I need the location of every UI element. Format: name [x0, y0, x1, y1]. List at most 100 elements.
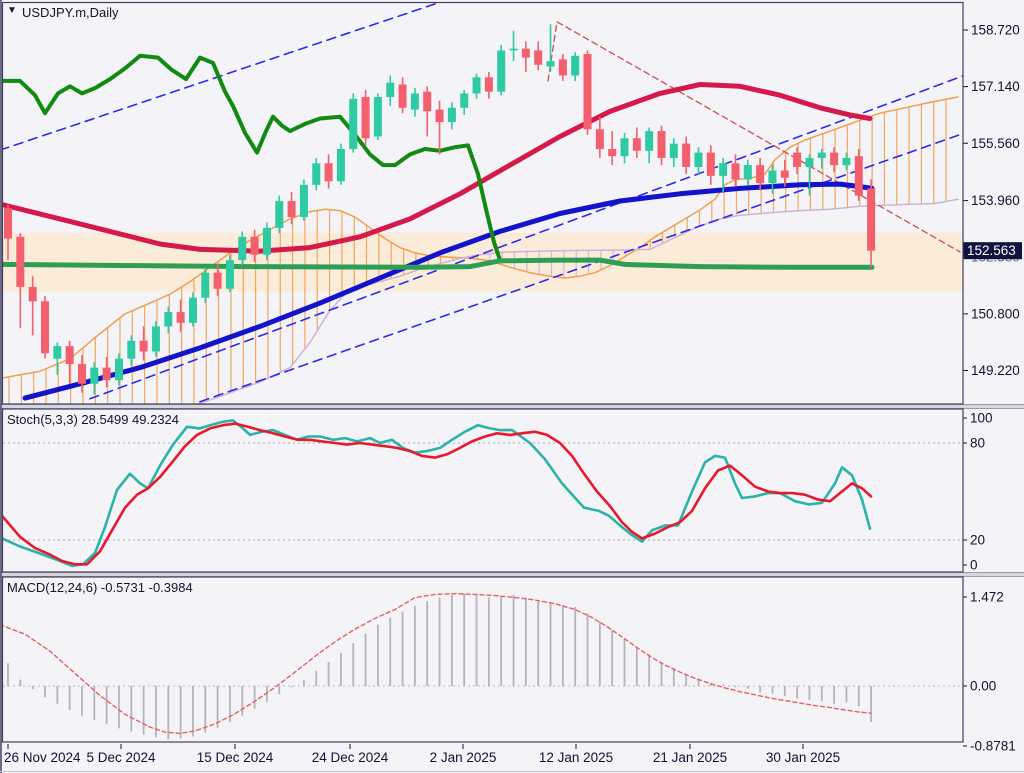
- candle: [571, 55, 580, 76]
- candle: [102, 367, 111, 381]
- candle: [225, 260, 234, 289]
- candles: [4, 24, 876, 395]
- candle: [262, 227, 271, 255]
- candle: [201, 272, 210, 298]
- current-price-tag: [963, 242, 1022, 260]
- candle: [77, 364, 86, 384]
- panel-frame: [1, 1, 964, 405]
- candle: [719, 163, 728, 176]
- candle: [632, 138, 641, 151]
- candle: [127, 340, 136, 359]
- date-axis-label: 2 Jan 2025: [430, 750, 497, 765]
- panel-frame: [1, 576, 964, 743]
- candle: [213, 272, 222, 289]
- candle: [830, 152, 839, 166]
- candle: [164, 312, 173, 327]
- macd-panel: [3, 593, 963, 740]
- candle: [238, 236, 247, 261]
- macd-axis-label: 1.472: [970, 590, 1004, 605]
- candle: [275, 200, 284, 228]
- price-axis-label: 150.800: [971, 306, 1020, 321]
- chart-dropdown-icon[interactable]: ▼: [7, 5, 17, 16]
- stoch-panel: [3, 419, 963, 568]
- candle: [595, 129, 604, 149]
- candle: [608, 148, 617, 157]
- candle: [460, 93, 469, 108]
- candle: [53, 346, 62, 359]
- date-axis-label: 21 Jan 2025: [653, 750, 727, 765]
- candle: [497, 50, 506, 92]
- candle: [521, 48, 530, 58]
- date-axis-label: 12 Jan 2025: [539, 750, 613, 765]
- candle: [645, 131, 654, 151]
- candle: [65, 346, 74, 365]
- candle: [743, 165, 752, 180]
- candle: [90, 367, 99, 384]
- candle: [423, 91, 432, 112]
- candle: [768, 170, 777, 184]
- candle: [299, 184, 308, 218]
- panel-separator-sep1[interactable]: [0, 404, 1024, 409]
- candle: [410, 93, 419, 110]
- candle: [583, 54, 592, 130]
- stoch-axis-label: 0: [970, 558, 978, 573]
- candle: [139, 340, 148, 352]
- candle: [250, 236, 259, 255]
- price-axis-label: 155.560: [971, 136, 1020, 151]
- candle: [780, 170, 789, 178]
- candle: [386, 82, 395, 98]
- candle: [546, 61, 555, 67]
- candle: [534, 50, 543, 65]
- candle: [324, 163, 333, 182]
- candle: [694, 152, 703, 167]
- candle: [756, 165, 765, 184]
- stoch-indicator-label: Stoch(5,3,3) 28.5499 49.2324: [7, 412, 180, 427]
- candle: [373, 97, 382, 137]
- candle: [484, 77, 493, 92]
- candle: [176, 312, 185, 323]
- candle: [151, 326, 160, 352]
- price-axis-label: 157.140: [971, 79, 1020, 94]
- candle: [706, 152, 715, 176]
- candle: [361, 97, 370, 139]
- candle: [842, 157, 851, 166]
- stoch-axis-label: 20: [970, 533, 985, 548]
- candle: [287, 200, 296, 218]
- price-axis-label: 158.720: [971, 23, 1020, 38]
- current-price-value: 152.563: [967, 243, 1016, 258]
- candle: [509, 48, 518, 51]
- candle: [188, 297, 197, 323]
- date-axis-label: 30 Jan 2025: [766, 750, 840, 765]
- date-axis-label: 5 Dec 2024: [86, 750, 156, 765]
- candle: [558, 59, 567, 76]
- panel-frame: [1, 408, 964, 573]
- price-axis-label: 153.960: [971, 193, 1020, 208]
- candle: [4, 208, 12, 239]
- date-axis-label: 26 Nov 2024: [4, 750, 81, 765]
- candle: [16, 236, 25, 287]
- candle: [336, 148, 345, 182]
- stoch-axis-label: 100: [970, 411, 993, 426]
- date-axis-label: 15 Dec 2024: [197, 750, 274, 765]
- chart-symbol-title: USDJPY.m,Daily: [22, 5, 119, 20]
- candle: [349, 98, 358, 149]
- candle: [731, 163, 740, 180]
- candle: [114, 358, 123, 381]
- macd-axis-label: -0.8781: [970, 739, 1016, 754]
- candle: [472, 77, 481, 94]
- candle: [657, 131, 666, 158]
- candle: [28, 286, 37, 302]
- candle: [398, 84, 407, 108]
- candle: [620, 138, 629, 157]
- candle: [447, 107, 456, 123]
- candle: [40, 301, 49, 354]
- candle: [817, 152, 826, 158]
- candle: [669, 143, 678, 158]
- candle: [312, 163, 321, 185]
- macd-indicator-label: MACD(12,24,6) -0.5731 -0.3984: [7, 580, 193, 595]
- panel-separator-sep2[interactable]: [0, 572, 1024, 577]
- candle: [805, 157, 814, 167]
